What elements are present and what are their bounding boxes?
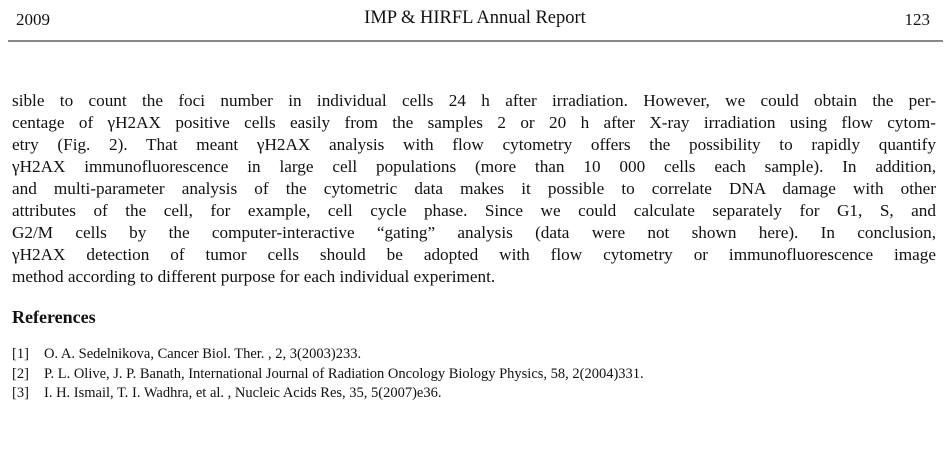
body-paragraph: sible to count the foci number in indivi… [12, 90, 936, 288]
header-rule [8, 40, 943, 42]
reference-item: [2] P. L. Olive, J. P. Banath, Internatio… [12, 365, 644, 385]
text-line: γH2AX immunofluorescence in large cell p… [12, 157, 936, 176]
reference-number: [3] [12, 385, 29, 401]
header-year: 2009 [16, 10, 50, 29]
reference-number: [1] [12, 346, 29, 362]
reference-text: O. A. Sedelnikova, Cancer Biol. Ther. , … [44, 346, 362, 362]
page-number: 123 [904, 10, 931, 29]
reference-list: [1] O. A. Sedelnikova, Cancer Biol. Ther.… [12, 345, 644, 404]
text-line: and multi-parameter analysis of the cyto… [12, 179, 936, 198]
reference-number: [2] [12, 365, 29, 382]
text-line: etry (Fig. 2). That meant γH2AX analysis… [12, 135, 936, 154]
reference-text: I. H. Ismail, T. I. Wadhra, et al. , Nuc… [44, 385, 442, 401]
reference-item: [3] I. H. Ismail, T. I. Wadhra, et al. , … [12, 384, 644, 404]
reference-item: [1] O. A. Sedelnikova, Cancer Biol. Ther.… [12, 345, 644, 365]
text-line: method according to different purpose fo… [12, 267, 496, 286]
reference-text: P. L. Olive, J. P. Banath, International… [44, 365, 644, 382]
text-line: G2/M cells by the computer-interactive “… [12, 223, 936, 242]
text-line: sible to count the foci number in indivi… [12, 91, 936, 110]
text-line: centage of γH2AX positive cells easily f… [12, 113, 936, 132]
header-title: IMP & HIRFL Annual Report [364, 8, 586, 28]
text-line: γH2AX detection of tumor cells should be… [12, 245, 936, 264]
references-heading: References [12, 307, 96, 327]
running-header: 2009 IMP & HIRFL Annual Report 123 [0, 6, 950, 32]
text-line: attributes of the cell, for example, cel… [12, 201, 936, 220]
